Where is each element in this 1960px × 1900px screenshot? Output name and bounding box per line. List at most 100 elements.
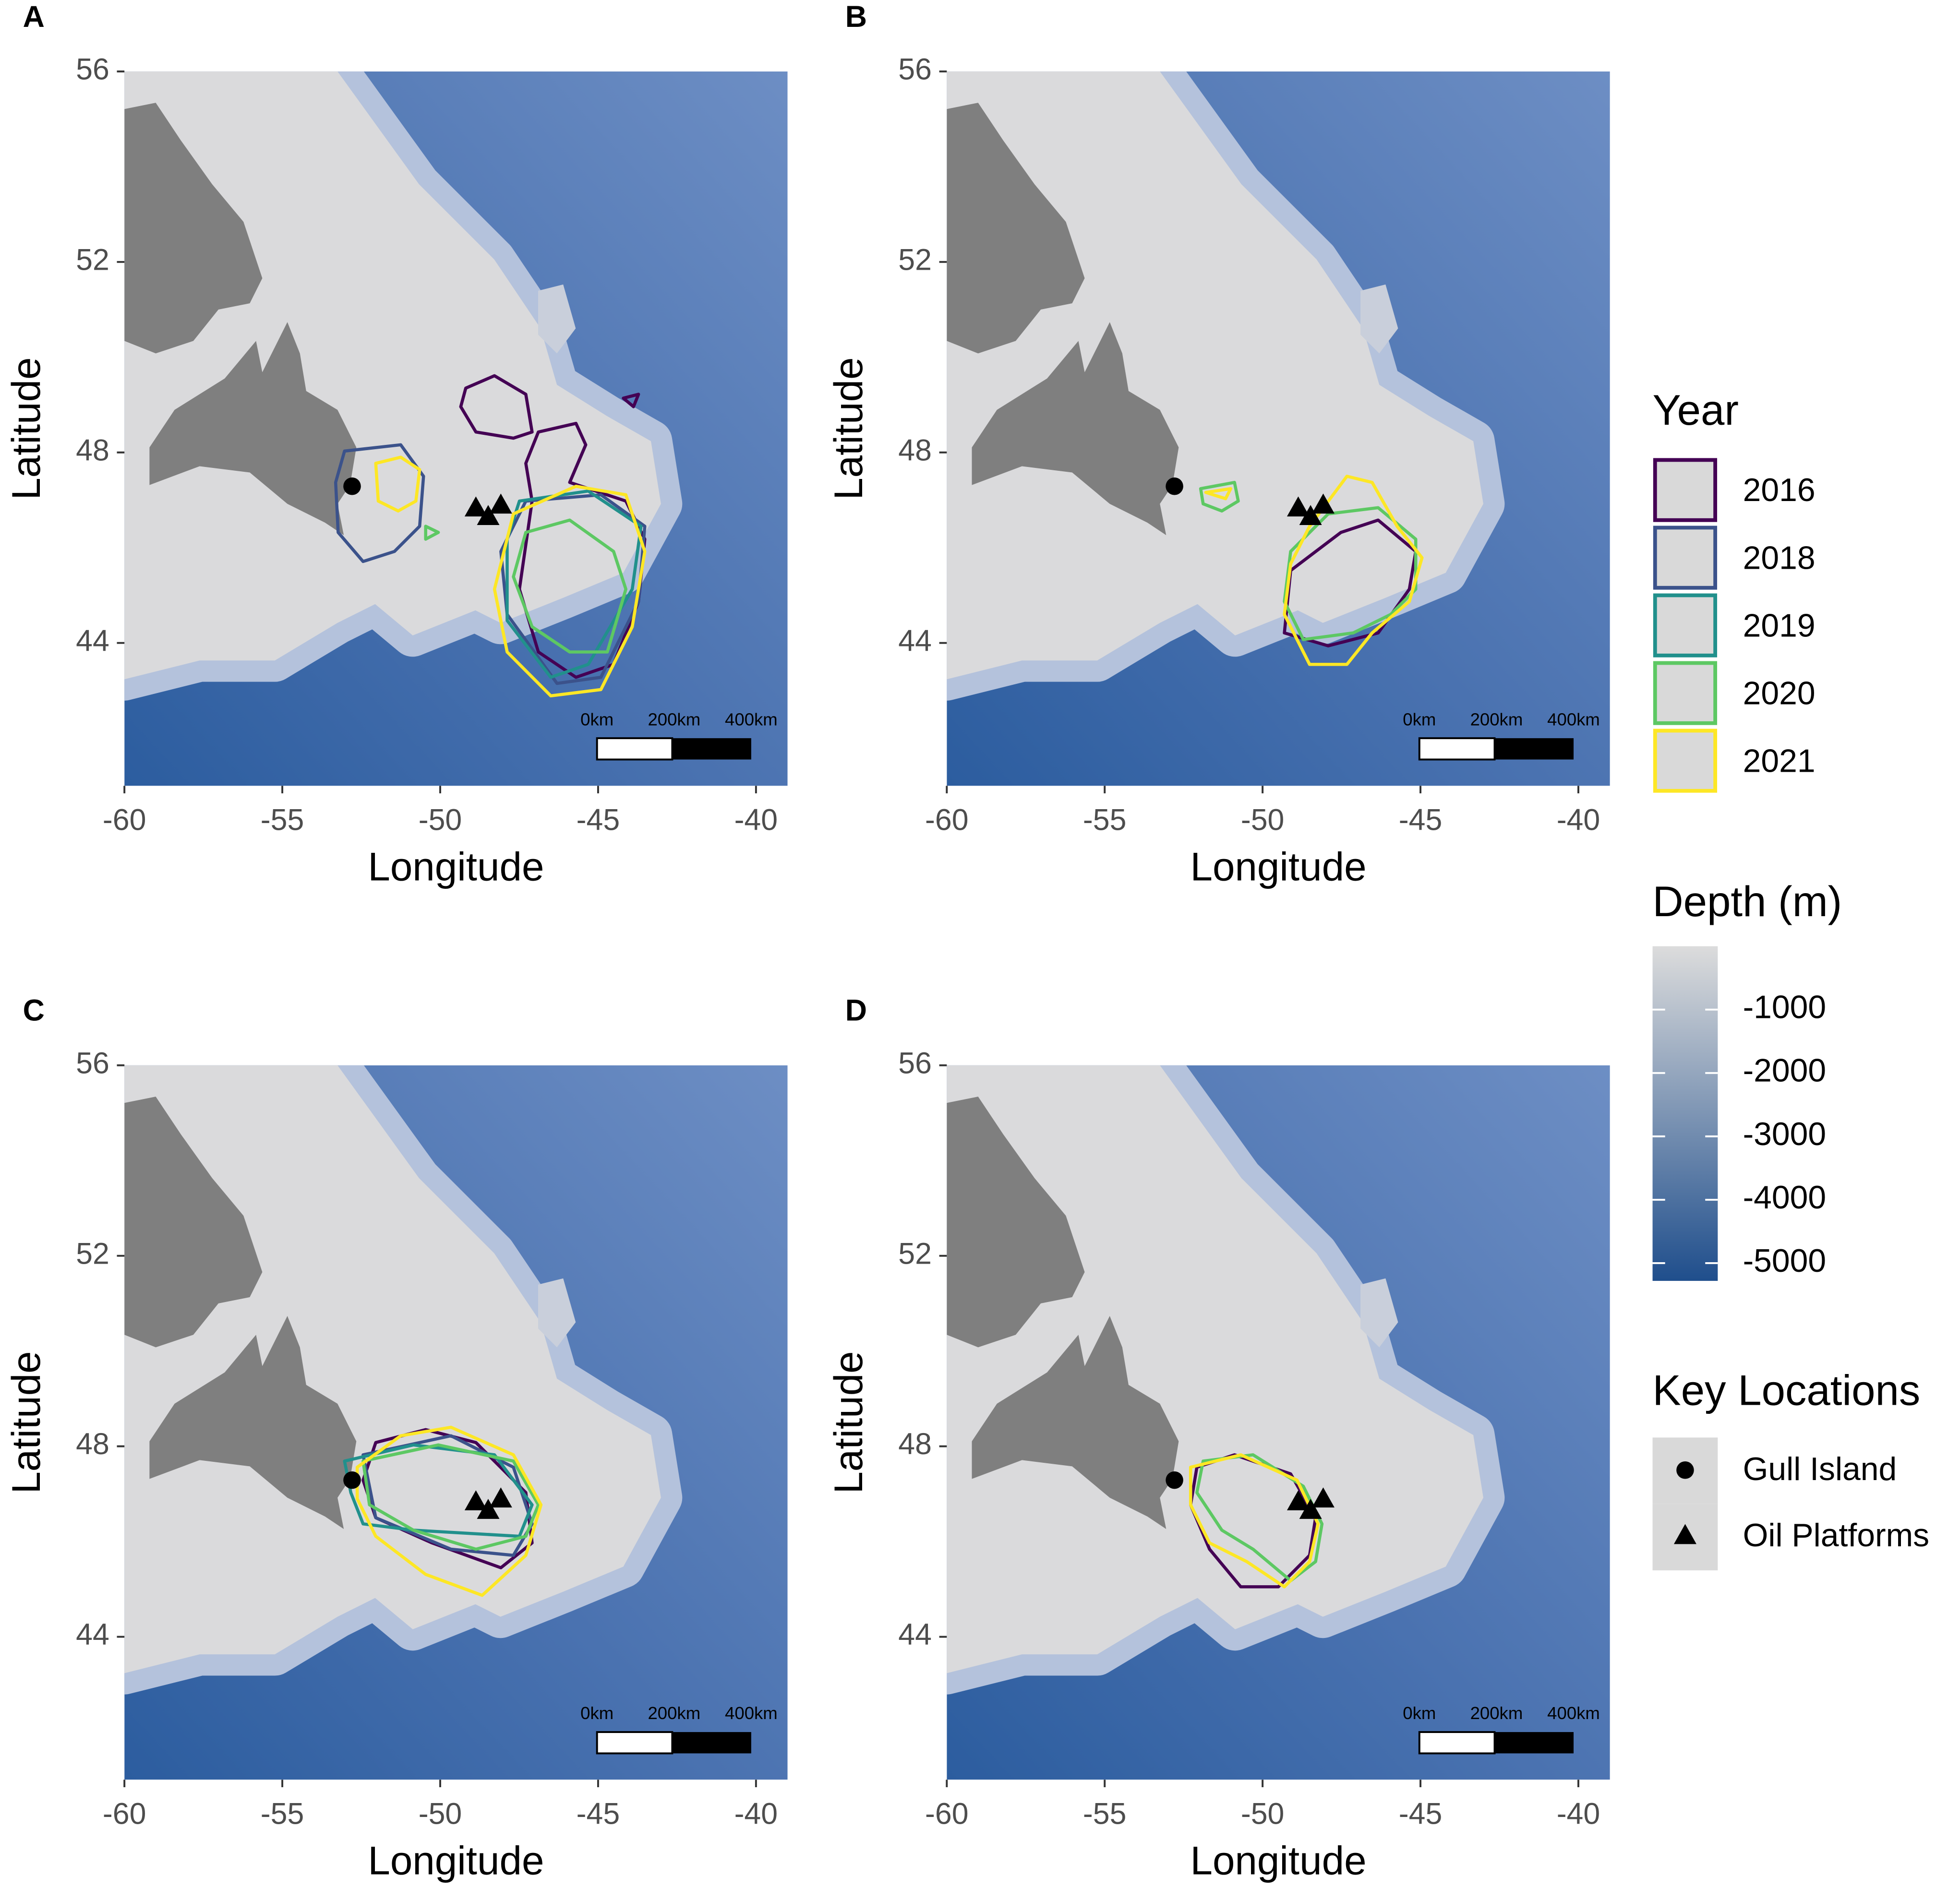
legend-label: 2020 [1743, 675, 1816, 711]
y-axis-title: Latitude [826, 357, 871, 500]
bathymetry [124, 1065, 787, 1780]
map-panel: D Longitude Latitude -60 -55 -50 -45 -40 44 48 52 5… [826, 994, 1610, 1883]
x-tick-label: -40 [1557, 1797, 1600, 1831]
oil-platform-point [1299, 1499, 1322, 1519]
gull-island-point [343, 1471, 361, 1489]
legend-key [1653, 593, 1718, 657]
x-tick-label: -40 [734, 1797, 778, 1831]
legend-title: Key Locations [1653, 1366, 1921, 1414]
panel-label: C [23, 994, 45, 1028]
home-range-contour [361, 1443, 540, 1551]
colorbar-label: -2000 [1743, 1053, 1827, 1089]
y-tick-label: 44 [898, 1618, 932, 1651]
scale-bar-label: 0km [1403, 1703, 1436, 1723]
legend-label: 2021 [1743, 743, 1816, 779]
oil-platform-point [477, 1499, 500, 1519]
bathymetry [947, 1065, 1610, 1780]
panel-label: A [23, 0, 45, 34]
scale-bar-black [1494, 1732, 1574, 1754]
x-axis-title: Longitude [1190, 844, 1367, 889]
x-tick-label: -50 [1241, 803, 1285, 837]
home-range-contour [1199, 480, 1418, 641]
home-range-contour [505, 489, 643, 679]
colorbar [1652, 946, 1718, 1281]
panel-label: B [845, 0, 867, 34]
oil-platform-point [1287, 1490, 1310, 1511]
x-tick-label: -45 [577, 1797, 620, 1831]
y-axis-title: Latitude [826, 1351, 871, 1494]
y-tick-label: 48 [76, 433, 109, 467]
map-area [947, 72, 1610, 786]
x-tick-label: -50 [1241, 1797, 1285, 1831]
x-tick-label: -60 [925, 1797, 969, 1831]
legend-label: 2019 [1743, 608, 1816, 644]
colorbar-label: -1000 [1743, 990, 1827, 1026]
y-tick-label: 52 [76, 243, 109, 276]
legend-key [1653, 458, 1718, 522]
map-area [124, 1065, 787, 1780]
x-tick-label: -60 [925, 803, 969, 837]
y-tick-label: 48 [76, 1427, 109, 1461]
home-range-contour [1204, 475, 1424, 666]
y-tick-label: 52 [898, 1237, 932, 1270]
x-axis-title: Longitude [368, 844, 544, 889]
y-tick-label: 56 [76, 52, 109, 86]
oil-platform-point [1287, 496, 1310, 517]
y-axis-title: Latitude [3, 1351, 48, 1494]
x-tick-label: -55 [1083, 1797, 1127, 1831]
bathymetry [947, 72, 1610, 786]
scale-bar-label: 400km [1547, 1703, 1600, 1723]
oil-platform-point [464, 496, 487, 517]
home-range-contour [1283, 518, 1418, 647]
y-tick-label: 56 [898, 1046, 932, 1080]
bathymetry [124, 72, 787, 786]
legend-key [1653, 729, 1718, 793]
map-panel: C Longitude Latitude -60 -55 -50 -45 -40 44 48 52 5… [3, 994, 788, 1883]
oil-platform-point [464, 1490, 487, 1511]
y-tick-label: 52 [898, 243, 932, 276]
home-range-contour [374, 455, 647, 698]
map-area [947, 1065, 1610, 1780]
y-tick-label: 56 [898, 52, 932, 86]
scale-bar-black [672, 1732, 751, 1754]
x-tick-label: -50 [419, 1797, 462, 1831]
map-area [124, 72, 787, 786]
oil-platform-point [489, 493, 512, 514]
oil-platform-point [1311, 493, 1335, 514]
x-axis-title: Longitude [368, 1838, 544, 1883]
scale-bar-white [1418, 737, 1496, 761]
home-range-contour [424, 518, 628, 654]
x-tick-label: -55 [261, 803, 304, 837]
home-range-contour [361, 1434, 534, 1557]
legend-label: Oil Platforms [1743, 1518, 1929, 1553]
y-tick-label: 52 [76, 1237, 109, 1270]
x-axis-title: Longitude [1190, 1838, 1367, 1883]
scale-bar-label: 0km [1403, 709, 1436, 729]
colorbar-label: -4000 [1743, 1180, 1827, 1216]
scale-bar-label: 200km [1470, 1703, 1523, 1723]
legend-label: Gull Island [1743, 1451, 1897, 1487]
scale-bar-white [1418, 1731, 1496, 1755]
gull-island-point [343, 477, 361, 495]
scale-bar-black [672, 738, 751, 760]
oil-platform-point [1299, 505, 1322, 526]
legend-title: Year [1653, 386, 1739, 434]
colorbar-title: Depth (m) [1653, 878, 1842, 925]
scale-bar-white [596, 1731, 673, 1755]
oil-platform-point [489, 1487, 512, 1508]
gull-island-point [1166, 1471, 1183, 1489]
scale-bar-label: 400km [725, 1703, 778, 1723]
legend-key [1653, 661, 1718, 725]
legend-symbol [1676, 1461, 1694, 1479]
x-tick-label: -50 [419, 803, 462, 837]
legend-label: 2018 [1743, 540, 1816, 576]
map-panel: B Longitude Latitude -60 -55 -50 -45 -40 44 48 52 5… [826, 0, 1610, 889]
scale-bar-label: 200km [1470, 709, 1523, 729]
y-tick-label: 48 [898, 1427, 932, 1461]
x-tick-label: -45 [577, 803, 620, 837]
scale-bar-label: 200km [648, 709, 700, 729]
y-tick-label: 44 [898, 624, 932, 657]
colorbar-label: -3000 [1743, 1116, 1827, 1152]
